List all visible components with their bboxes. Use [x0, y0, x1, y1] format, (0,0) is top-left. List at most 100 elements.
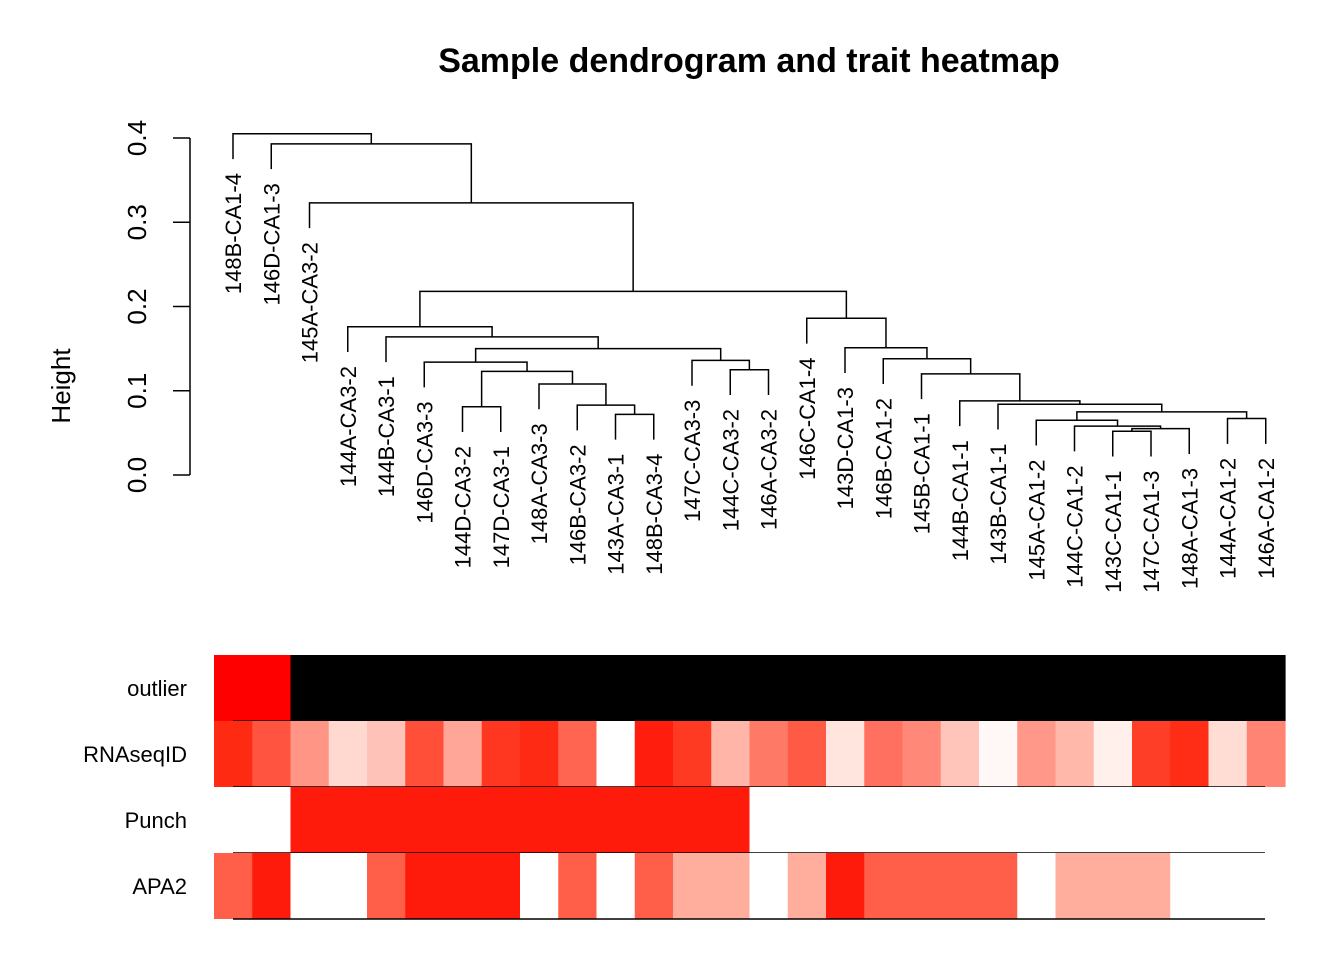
heatmap-cell [367, 853, 406, 919]
heatmap-cell [749, 721, 789, 787]
y-tick-label: 0.0 [122, 457, 152, 493]
trait-heatmap [214, 655, 1286, 920]
sample-label: 144A-CA1-2 [1216, 458, 1241, 579]
heatmap-cell [1055, 721, 1095, 787]
heatmap-cell [328, 787, 368, 853]
heatmap-cell [558, 787, 598, 853]
heatmap-cell [711, 787, 751, 853]
heatmap-cell [940, 721, 980, 787]
heatmap-cell [864, 853, 904, 919]
heatmap-cell [328, 655, 368, 721]
sample-label: 143C-CA1-1 [1101, 470, 1126, 592]
heatmap-cell [520, 721, 559, 787]
dendrogram-branch [882, 357, 972, 385]
heatmap-cell [940, 787, 980, 853]
sample-label: 144D-CA3-2 [451, 446, 476, 568]
dendrogram-branch [729, 368, 770, 395]
heatmap-cell [711, 853, 751, 919]
heatmap-cell [367, 721, 406, 787]
heatmap-cell [558, 853, 598, 919]
sample-label: 144C-CA3-2 [718, 409, 743, 531]
heatmap-cell [826, 853, 865, 919]
trait-label: Punch [125, 808, 187, 833]
heatmap-cell [634, 721, 674, 787]
heatmap-cell [749, 853, 789, 919]
heatmap-cell [1055, 655, 1095, 721]
heatmap-cell [634, 787, 674, 853]
heatmap-cell [290, 655, 330, 721]
heatmap-cell [979, 853, 1018, 919]
sample-label: 143A-CA3-1 [604, 454, 629, 575]
y-tick-label: 0.3 [122, 204, 152, 240]
heatmap-cell [787, 853, 827, 919]
heatmap-cell [711, 721, 751, 787]
heatmap-cell [214, 655, 253, 721]
heatmap-cell [558, 655, 598, 721]
heatmap-cell [405, 787, 445, 853]
heatmap-cell [1132, 853, 1171, 919]
heatmap-cell [520, 853, 559, 919]
heatmap-cell [749, 655, 789, 721]
heatmap-cell [673, 787, 712, 853]
heatmap-cell [979, 655, 1018, 721]
heatmap-cell [864, 787, 904, 853]
heatmap-cell [596, 655, 636, 721]
heatmap-cell [214, 853, 253, 919]
heatmap-cell [443, 787, 483, 853]
heatmap-cell [902, 721, 942, 787]
dendrogram-branch [385, 336, 599, 363]
heatmap-cell [1093, 787, 1133, 853]
heatmap-cell [367, 655, 406, 721]
heatmap-cell [1017, 655, 1057, 721]
heatmap-cell [214, 787, 253, 853]
y-tick-label: 0.2 [122, 288, 152, 324]
sample-label: 148B-CA3-4 [642, 454, 667, 575]
heatmap-cell [1246, 721, 1286, 787]
heatmap-cell [902, 787, 942, 853]
chart-title: Sample dendrogram and trait heatmap [438, 42, 1060, 80]
heatmap-cell [940, 655, 980, 721]
sample-label: 147C-CA1-3 [1139, 470, 1164, 592]
heatmap-cell [328, 721, 368, 787]
heatmap-cell [1208, 721, 1248, 787]
dendrogram-branch [232, 133, 373, 160]
heatmap-cell [1093, 853, 1133, 919]
trait-label: APA2 [132, 874, 187, 899]
heatmap-cell [214, 721, 253, 787]
dendrogram-branch [347, 325, 493, 352]
leaf-labels: 148B-CA1-4 146D-CA1-3 145A-CA3-2 144A-CA3-2… [221, 173, 1279, 593]
heatmap-cell [443, 853, 483, 919]
heatmap-cell [1055, 853, 1095, 919]
dendrogram-branch [806, 317, 887, 348]
heatmap-cell [673, 853, 712, 919]
heatmap-cell [826, 721, 865, 787]
heatmap-cell [596, 853, 636, 919]
dendrogram-branch [1076, 411, 1248, 421]
dendrogram-branch [461, 406, 502, 433]
sample-label: 146B-CA1-2 [871, 398, 896, 519]
sample-label: 148A-CA1-3 [1177, 468, 1202, 589]
sample-label: 144B-CA3-1 [374, 376, 399, 497]
heatmap-cell [1132, 721, 1171, 787]
heatmap-cell [634, 853, 674, 919]
sample-label: 145B-CA1-1 [910, 413, 935, 534]
dendrogram-branch [1226, 417, 1267, 444]
heatmap-cell [1170, 787, 1210, 853]
heatmap-cell [443, 721, 483, 787]
heatmap-cell [520, 787, 559, 853]
sample-label: 146A-CA3-2 [757, 409, 782, 530]
sample-label: 145A-CA3-2 [298, 242, 323, 363]
heatmap-cell [749, 787, 789, 853]
sample-label: 148A-CA3-3 [527, 423, 552, 544]
dendrogram-branch [270, 143, 473, 203]
heatmap-cell [1017, 787, 1057, 853]
sample-label: 146D-CA1-3 [259, 183, 284, 305]
heatmap-cell [252, 721, 292, 787]
heatmap-cell [481, 655, 521, 721]
dendrogram-branch [1131, 427, 1190, 454]
heatmap-cell [1093, 721, 1133, 787]
heatmap-cell [520, 655, 559, 721]
heatmap-cell [787, 655, 827, 721]
heatmap-cell [1055, 787, 1095, 853]
